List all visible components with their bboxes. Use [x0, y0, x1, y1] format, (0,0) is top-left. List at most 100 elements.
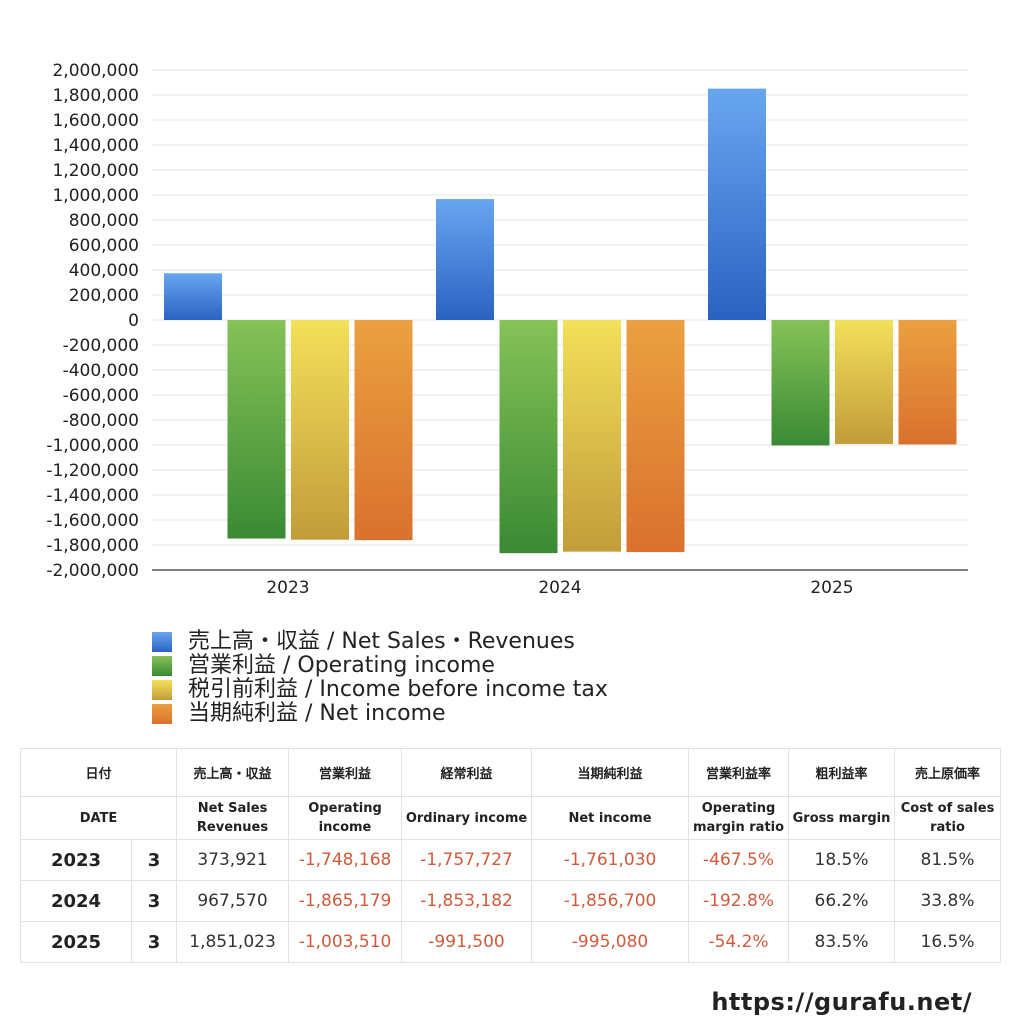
bar-2025-series-3 [898, 320, 957, 445]
y-tick-label: 0 [128, 311, 139, 331]
cell-year: 2024 [20, 880, 132, 922]
legend-swatch-operating [152, 656, 172, 676]
bar-chart: 2,000,000 1,800,000 1,600,000 1,400,000 1,20… [46, 61, 968, 598]
table-row: 2024 3 967,570 -1,865,179 -1,853,182 -1,… [20, 880, 1002, 922]
y-tick-label: 400,000 [69, 261, 139, 281]
bar-2023-series-3 [354, 320, 413, 541]
table-header-en: DATE Net Sales Revenues Operating income… [19, 796, 1002, 840]
header-gross-margin-en: Gross margin [788, 796, 896, 840]
cell-year: 2023 [20, 839, 132, 881]
y-tick-label: 1,600,000 [52, 111, 139, 131]
x-tick-label: 2025 [810, 578, 853, 598]
legend-label-pretax: 税引前利益 / Income before income tax [188, 677, 608, 702]
legend-item-pretax: 税引前利益 / Income before income tax [152, 678, 608, 702]
cell-month: 3 [130, 839, 178, 881]
cell-gross-margin: 83.5% [788, 921, 896, 963]
site-url-link[interactable]: https://gurafu.net/ [711, 988, 972, 1016]
bar-2025-series-0 [708, 88, 766, 320]
header-gross-margin-ja: 粗利益率 [788, 748, 896, 797]
header-net-ja: 当期純利益 [531, 748, 690, 797]
legend-item-operating: 営業利益 / Operating income [152, 654, 608, 678]
cell-sales: 967,570 [176, 880, 290, 922]
chart-bars [164, 88, 957, 554]
header-date-ja: 日付 [19, 748, 178, 797]
cell-operating: -1,865,179 [288, 880, 403, 922]
cell-sales: 373,921 [176, 839, 290, 881]
cell-month: 3 [130, 921, 178, 963]
legend-label-net: 当期純利益 / Net income [188, 701, 446, 726]
bar-2024-series-1 [499, 320, 558, 554]
y-tick-label: 2,000,000 [52, 61, 139, 81]
legend-label-sales: 売上高・収益 / Net Sales・Revenues [188, 629, 575, 654]
bar-2023-series-2 [291, 320, 349, 540]
y-tick-label: -200,000 [63, 336, 139, 356]
header-date-en: DATE [19, 796, 178, 840]
header-ordinary-en: Ordinary income [401, 796, 533, 840]
header-sales-en: Net Sales Revenues [176, 796, 290, 840]
y-tick-label: 600,000 [69, 236, 139, 256]
financial-table: 日付 売上高・収益 営業利益 経常利益 当期純利益 営業利益率 粗利益率 売上原… [19, 748, 1002, 963]
cell-month: 3 [130, 880, 178, 922]
header-net-en: Net income [531, 796, 690, 840]
cell-ordinary: -1,757,727 [401, 839, 533, 881]
cell-sales: 1,851,023 [176, 921, 290, 963]
legend-label-operating: 営業利益 / Operating income [188, 653, 495, 678]
y-tick-label: 1,400,000 [52, 136, 139, 156]
cell-cost-ratio: 81.5% [894, 839, 1002, 881]
y-tick-label: -1,000,000 [46, 436, 139, 456]
y-tick-label: -600,000 [63, 386, 139, 406]
y-tick-label: 1,800,000 [52, 86, 139, 106]
bar-2025-series-2 [835, 320, 893, 444]
x-tick-label: 2024 [538, 578, 581, 598]
y-tick-label: 1,000,000 [52, 186, 139, 206]
header-operating-ja: 営業利益 [288, 748, 403, 797]
y-axis-ticks: 2,000,000 1,800,000 1,600,000 1,400,000 1,20… [46, 61, 139, 581]
y-tick-label: 1,200,000 [52, 161, 139, 181]
cell-net: -1,856,700 [531, 880, 690, 922]
y-tick-label: 200,000 [69, 286, 139, 306]
cell-cost-ratio: 33.8% [894, 880, 1002, 922]
header-cost-ratio-en: Cost of sales ratio [894, 796, 1002, 840]
cell-cost-ratio: 16.5% [894, 921, 1002, 963]
cell-year: 2025 [20, 921, 132, 963]
bar-2024-series-2 [563, 320, 621, 552]
header-ordinary-ja: 経常利益 [401, 748, 533, 797]
chart-grid [152, 69, 968, 571]
x-axis-ticks: 2023 2024 2025 [266, 578, 853, 598]
cell-op-margin: -467.5% [688, 839, 790, 881]
header-sales-ja: 売上高・収益 [176, 748, 290, 797]
cell-op-margin: -192.8% [688, 880, 790, 922]
table-row: 2025 3 1,851,023 -1,003,510 -991,500 -99… [20, 921, 1002, 963]
legend-item-net: 当期純利益 / Net income [152, 702, 608, 726]
cell-operating: -1,003,510 [288, 921, 403, 963]
y-tick-label: -1,200,000 [46, 461, 139, 481]
y-tick-label: -1,600,000 [46, 511, 139, 531]
table-header-ja: 日付 売上高・収益 営業利益 経常利益 当期純利益 営業利益率 粗利益率 売上原… [19, 748, 1002, 797]
bar-2024-series-3 [626, 320, 685, 553]
legend-swatch-pretax [152, 680, 172, 700]
y-tick-label: -1,400,000 [46, 486, 139, 506]
x-tick-label: 2023 [266, 578, 309, 598]
y-tick-label: -400,000 [63, 361, 139, 381]
bar-2024-series-0 [436, 199, 494, 320]
cell-operating: -1,748,168 [288, 839, 403, 881]
header-cost-ratio-ja: 売上原価率 [894, 748, 1002, 797]
cell-net: -995,080 [531, 921, 690, 963]
cell-ordinary: -1,853,182 [401, 880, 533, 922]
bar-2023-series-1 [227, 320, 286, 539]
legend-swatch-sales [152, 632, 172, 652]
cell-gross-margin: 18.5% [788, 839, 896, 881]
y-tick-label: -2,000,000 [46, 561, 139, 581]
bar-2025-series-1 [771, 320, 830, 446]
header-operating-en: Operating income [288, 796, 403, 840]
y-tick-label: -1,800,000 [46, 536, 139, 556]
table-row: 2023 3 373,921 -1,748,168 -1,757,727 -1,… [20, 839, 1002, 881]
y-tick-label: -800,000 [63, 411, 139, 431]
y-tick-label: 800,000 [69, 211, 139, 231]
bar-2023-series-0 [164, 273, 222, 320]
legend-item-sales: 売上高・収益 / Net Sales・Revenues [152, 630, 608, 654]
cell-net: -1,761,030 [531, 839, 690, 881]
cell-ordinary: -991,500 [401, 921, 533, 963]
cell-op-margin: -54.2% [688, 921, 790, 963]
header-op-margin-en: Operating margin ratio [688, 796, 790, 840]
